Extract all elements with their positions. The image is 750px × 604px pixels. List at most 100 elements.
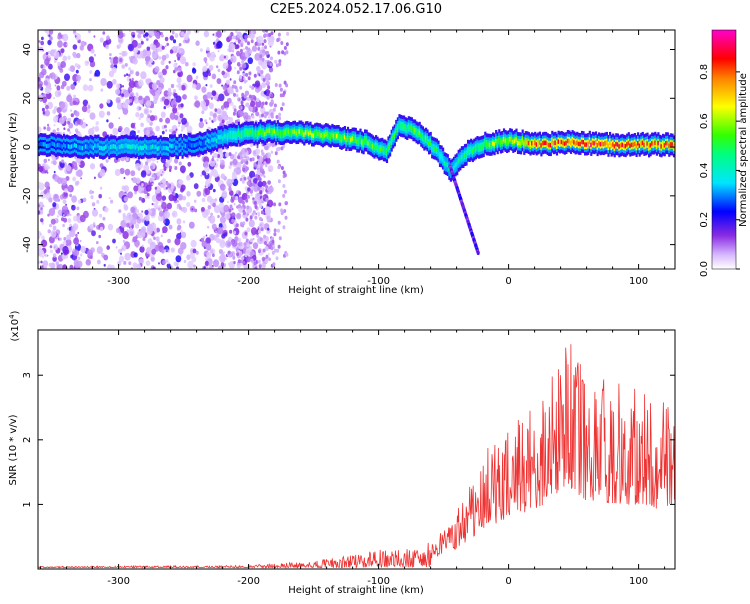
ridge-cell	[220, 134, 223, 139]
noise-cell	[81, 105, 88, 113]
noise-cell	[239, 177, 243, 182]
noise-cell	[257, 186, 261, 191]
ridge-cell	[52, 141, 55, 146]
noise-cell	[152, 266, 156, 269]
noise-cell	[123, 185, 130, 193]
noise-cell	[168, 60, 171, 64]
ridge-cell	[209, 139, 212, 144]
noise-cell	[38, 83, 43, 89]
ridge-cell	[506, 139, 509, 145]
noise-cell	[151, 202, 154, 206]
colorbar-ticks: 0.0 0.2 0.4 0.6 0.8	[699, 64, 740, 277]
noise-cell	[109, 56, 112, 60]
noise-cell	[244, 253, 248, 257]
noise-cell	[274, 151, 278, 156]
ridge-cell	[194, 143, 197, 148]
noise-cell	[190, 239, 197, 248]
noise-cell	[235, 88, 239, 93]
noise-cell	[231, 218, 235, 223]
noise-cell	[146, 192, 150, 197]
noise-cell	[163, 167, 167, 172]
noise-cell	[263, 155, 267, 160]
ridge-cell	[370, 142, 373, 148]
noise-cell	[225, 240, 232, 248]
noise-cell	[62, 199, 67, 205]
noise-cell	[105, 44, 109, 50]
noise-cell	[43, 264, 47, 269]
ridge-cell	[317, 131, 320, 137]
ridge-cell	[398, 122, 401, 128]
ridge-cell	[637, 141, 640, 146]
noise-cell	[253, 261, 257, 266]
ridge-cell	[468, 148, 471, 154]
noise-cell	[260, 70, 264, 74]
noise-cell	[259, 237, 263, 242]
noise-cell	[209, 84, 213, 88]
noise-cell	[278, 83, 282, 88]
noise-cell	[205, 62, 209, 67]
noise-cell	[251, 157, 255, 162]
noise-cell	[122, 239, 126, 243]
noise-cell	[175, 62, 178, 65]
noise-cell	[191, 68, 197, 74]
noise-cell	[215, 230, 217, 233]
y-tick-label: 20	[22, 92, 33, 105]
ridge-cell	[181, 145, 184, 150]
noise-cell	[152, 45, 157, 51]
ridge-cell	[100, 145, 103, 151]
noise-cell	[193, 183, 199, 190]
noise-cell	[77, 231, 80, 235]
ridge-cell	[404, 126, 407, 131]
noise-cell	[186, 30, 191, 35]
ridge-cell	[103, 146, 106, 151]
noise-cell	[227, 200, 229, 203]
noise-cell	[99, 103, 104, 109]
noise-cell	[47, 54, 51, 58]
noise-cell	[96, 241, 99, 245]
noise-cell	[213, 205, 221, 214]
noise-cell	[95, 121, 99, 126]
noise-cell	[228, 117, 234, 123]
ridge-cell	[362, 141, 365, 146]
noise-cell	[176, 84, 179, 88]
ridge-cell	[133, 144, 136, 149]
noise-cell	[208, 265, 214, 269]
ridge-cell	[278, 131, 281, 136]
noise-cell	[122, 101, 129, 109]
snr-series-line	[38, 344, 675, 569]
noise-cell	[118, 209, 122, 214]
noise-cell	[139, 112, 144, 119]
ridge-cell	[41, 142, 44, 147]
noise-cell	[107, 223, 114, 231]
noise-cell	[144, 214, 150, 222]
noise-cell	[229, 45, 232, 50]
noise-cell	[285, 252, 289, 257]
ridge-cell	[395, 128, 398, 134]
noise-cell	[262, 266, 266, 269]
noise-cell	[252, 182, 256, 187]
noise-cell	[44, 254, 46, 257]
noise-cell	[165, 117, 171, 124]
noise-cell	[168, 224, 173, 230]
ridge-cell	[264, 131, 267, 137]
ridge-cell	[45, 143, 48, 149]
ridge-cell	[460, 155, 463, 160]
ridge-cell	[289, 130, 292, 136]
noise-cell	[48, 34, 51, 37]
noise-cell	[55, 261, 59, 266]
noise-cell	[255, 111, 260, 117]
noise-cell	[150, 256, 155, 262]
ridge-cell	[477, 145, 481, 150]
ridge-cell	[467, 148, 470, 153]
noise-cell	[78, 162, 81, 166]
noise-cell	[165, 186, 168, 190]
noise-cell	[233, 230, 237, 235]
noise-cell	[44, 58, 50, 66]
noise-cell	[162, 220, 166, 224]
noise-cell	[73, 259, 80, 267]
ridge-cell	[470, 147, 473, 152]
noise-cell	[145, 129, 151, 136]
y-tick-label: 2	[22, 437, 33, 443]
noise-cell	[276, 38, 280, 43]
noise-cell	[205, 84, 208, 87]
